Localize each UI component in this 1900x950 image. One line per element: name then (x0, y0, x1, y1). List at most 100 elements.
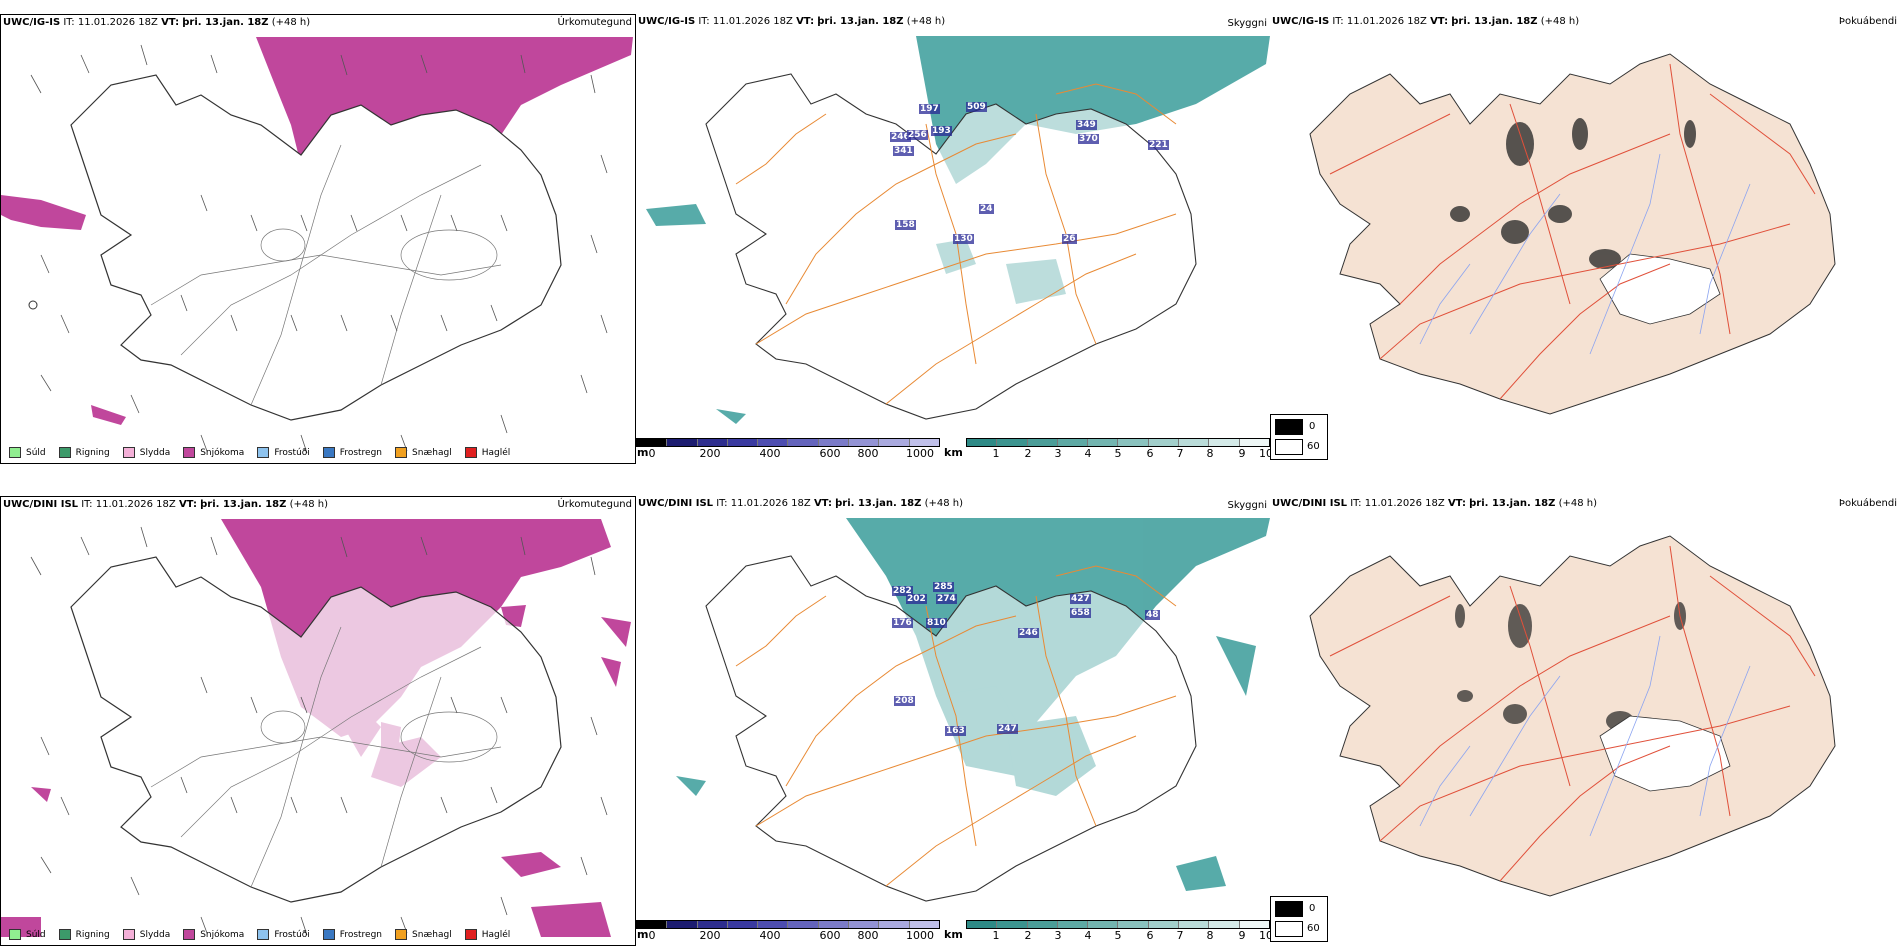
visibility-value-label: 282 (892, 586, 913, 596)
legend-item: Haglél (464, 447, 511, 458)
legend-swatch (58, 929, 71, 940)
visibility-value-label: 176 (892, 618, 913, 628)
vt-label: VT: (796, 16, 815, 27)
tick: 8 (1206, 447, 1214, 460)
visibility-value-label: 247 (997, 724, 1018, 734)
iceland-outline (70, 74, 562, 421)
visibility-value-label: 370 (1078, 134, 1099, 144)
legend-item: Súld (9, 447, 46, 458)
legend-item: Snjókoma (183, 929, 244, 940)
visibility-value-label: 341 (893, 146, 914, 156)
legend-item: Snjókoma (183, 447, 244, 458)
tick: 8 (1206, 929, 1214, 942)
model-name: UWC/IG-IS (1272, 16, 1330, 27)
tick: 1 (992, 929, 1000, 942)
panel-header: UWC/DINI ISL IT: 11.01.2026 18Z VT: þri.… (3, 499, 328, 511)
visibility-value-label: 246 (1018, 628, 1039, 638)
rivers (1419, 635, 1751, 837)
tick: 800 (857, 447, 879, 460)
tick: 0 (648, 929, 656, 942)
legend-swatch (464, 447, 477, 458)
height-colorbar-cells (636, 438, 940, 447)
lead-time: (+48 h) (1558, 498, 1598, 509)
legend-item: Frostregn (322, 447, 382, 458)
legend-label: Haglél (481, 929, 511, 940)
visibility-panel-row2: 282 202 285 274 427 658 48 176 810 246 208 163 247 U… (636, 496, 1270, 946)
tick: 1 (992, 447, 1000, 460)
vt-value: þri. 13.jan. 18Z (817, 16, 904, 27)
light-value: 60 (1307, 923, 1320, 934)
vt-label: VT: (813, 498, 832, 509)
fog-index-key: 0 60 (1270, 414, 1328, 460)
it-label: IT: (63, 17, 75, 28)
visibility-value-label: 509 (966, 102, 987, 112)
tick: 6 (1146, 929, 1154, 942)
legend-item: Frostúði (257, 929, 310, 940)
visibility-value-label: 658 (1070, 608, 1091, 618)
visibility-value-label: 193 (931, 126, 952, 136)
legend-swatch (9, 929, 21, 940)
tick: 6 (1146, 447, 1154, 460)
it-value: 11.01.2026 18Z (730, 498, 811, 509)
legend-label: Snæhagl (412, 929, 452, 940)
vt-value: þri. 13.jan. 18Z (182, 17, 269, 28)
legend-label: Haglél (481, 447, 511, 458)
vt-value: þri. 13.jan. 18Z (1469, 498, 1556, 509)
light-swatch (1275, 439, 1303, 455)
legend-label: Frostúði (274, 929, 310, 940)
light-swatch (1275, 921, 1303, 937)
precip-legend: Súld Rigning Slydda Snjókoma Frostúði Frostre… (9, 447, 523, 458)
visibility-value-label: 221 (1148, 140, 1169, 150)
visibility-value-label: 48 (1145, 610, 1160, 620)
lead-time: (+48 h) (906, 16, 946, 27)
legend-label: Snæhagl (412, 447, 452, 458)
internal-lines (150, 626, 502, 888)
cloud-map-row1 (1309, 53, 1836, 415)
legend-label: Snjókoma (200, 929, 245, 940)
visibility-colorbar-cells (966, 438, 1270, 447)
tick: 10 (1259, 929, 1270, 942)
height-ticks: 0 200 400 600 800 1000 (636, 929, 940, 942)
model-name: UWC/IG-IS (3, 17, 61, 28)
dark-swatch (1275, 419, 1303, 435)
rivers (1419, 153, 1751, 355)
panel-title: Skyggni (1227, 500, 1267, 511)
height-colorbar-cells (636, 920, 940, 929)
vt-value: þri. 13.jan. 18Z (200, 499, 287, 510)
visibility-colorbar: 1 2 3 4 5 6 7 8 9 10 (966, 920, 1270, 942)
visibility-panel-row1: 509 197 193 246 256 341 349 370 221 158 130 24 26 UW… (636, 14, 1270, 464)
dark-value: 0 (1309, 903, 1316, 914)
visibility-value-label: 158 (895, 220, 916, 230)
lead-time: (+48 h) (924, 498, 964, 509)
tick: 200 (699, 929, 721, 942)
legend-item: Rigning (58, 929, 110, 940)
it-label: IT: (1332, 16, 1344, 27)
legend-swatch (58, 447, 71, 458)
cloud-panel-row2: UWC/DINI ISL IT: 11.01.2026 18Z VT: þri.… (1270, 496, 1900, 946)
wind-barbs (30, 44, 608, 454)
legend-item: Snæhagl (395, 929, 452, 940)
wind-barbs (30, 526, 608, 936)
legend-item: Haglél (464, 929, 511, 940)
iceland-outline (70, 556, 562, 903)
panel-title: Skyggni (1227, 18, 1267, 29)
cloud-map-row2 (1309, 535, 1836, 897)
road-network (1329, 63, 1816, 400)
height-ticks: 0 200 400 600 800 1000 (636, 447, 940, 460)
tick: 3 (1054, 929, 1062, 942)
visibility-value-label: 349 (1076, 120, 1097, 130)
legend-label: Slydda (139, 447, 171, 458)
it-value: 11.01.2026 18Z (1364, 498, 1445, 509)
panel-title: Úrkomutegund (557, 499, 632, 510)
it-label: IT: (698, 16, 710, 27)
tick: 800 (857, 929, 879, 942)
legend-item: Frostregn (322, 929, 382, 940)
panel-title: Þokuábendi (1838, 16, 1897, 27)
tick: 5 (1114, 929, 1122, 942)
tick: 200 (699, 447, 721, 460)
vt-label: VT: (1430, 16, 1449, 27)
panel-title: Þokuábendi (1838, 498, 1897, 509)
land-fill (1309, 53, 1836, 415)
legend-item: Snæhagl (395, 447, 452, 458)
tick: 400 (759, 447, 781, 460)
